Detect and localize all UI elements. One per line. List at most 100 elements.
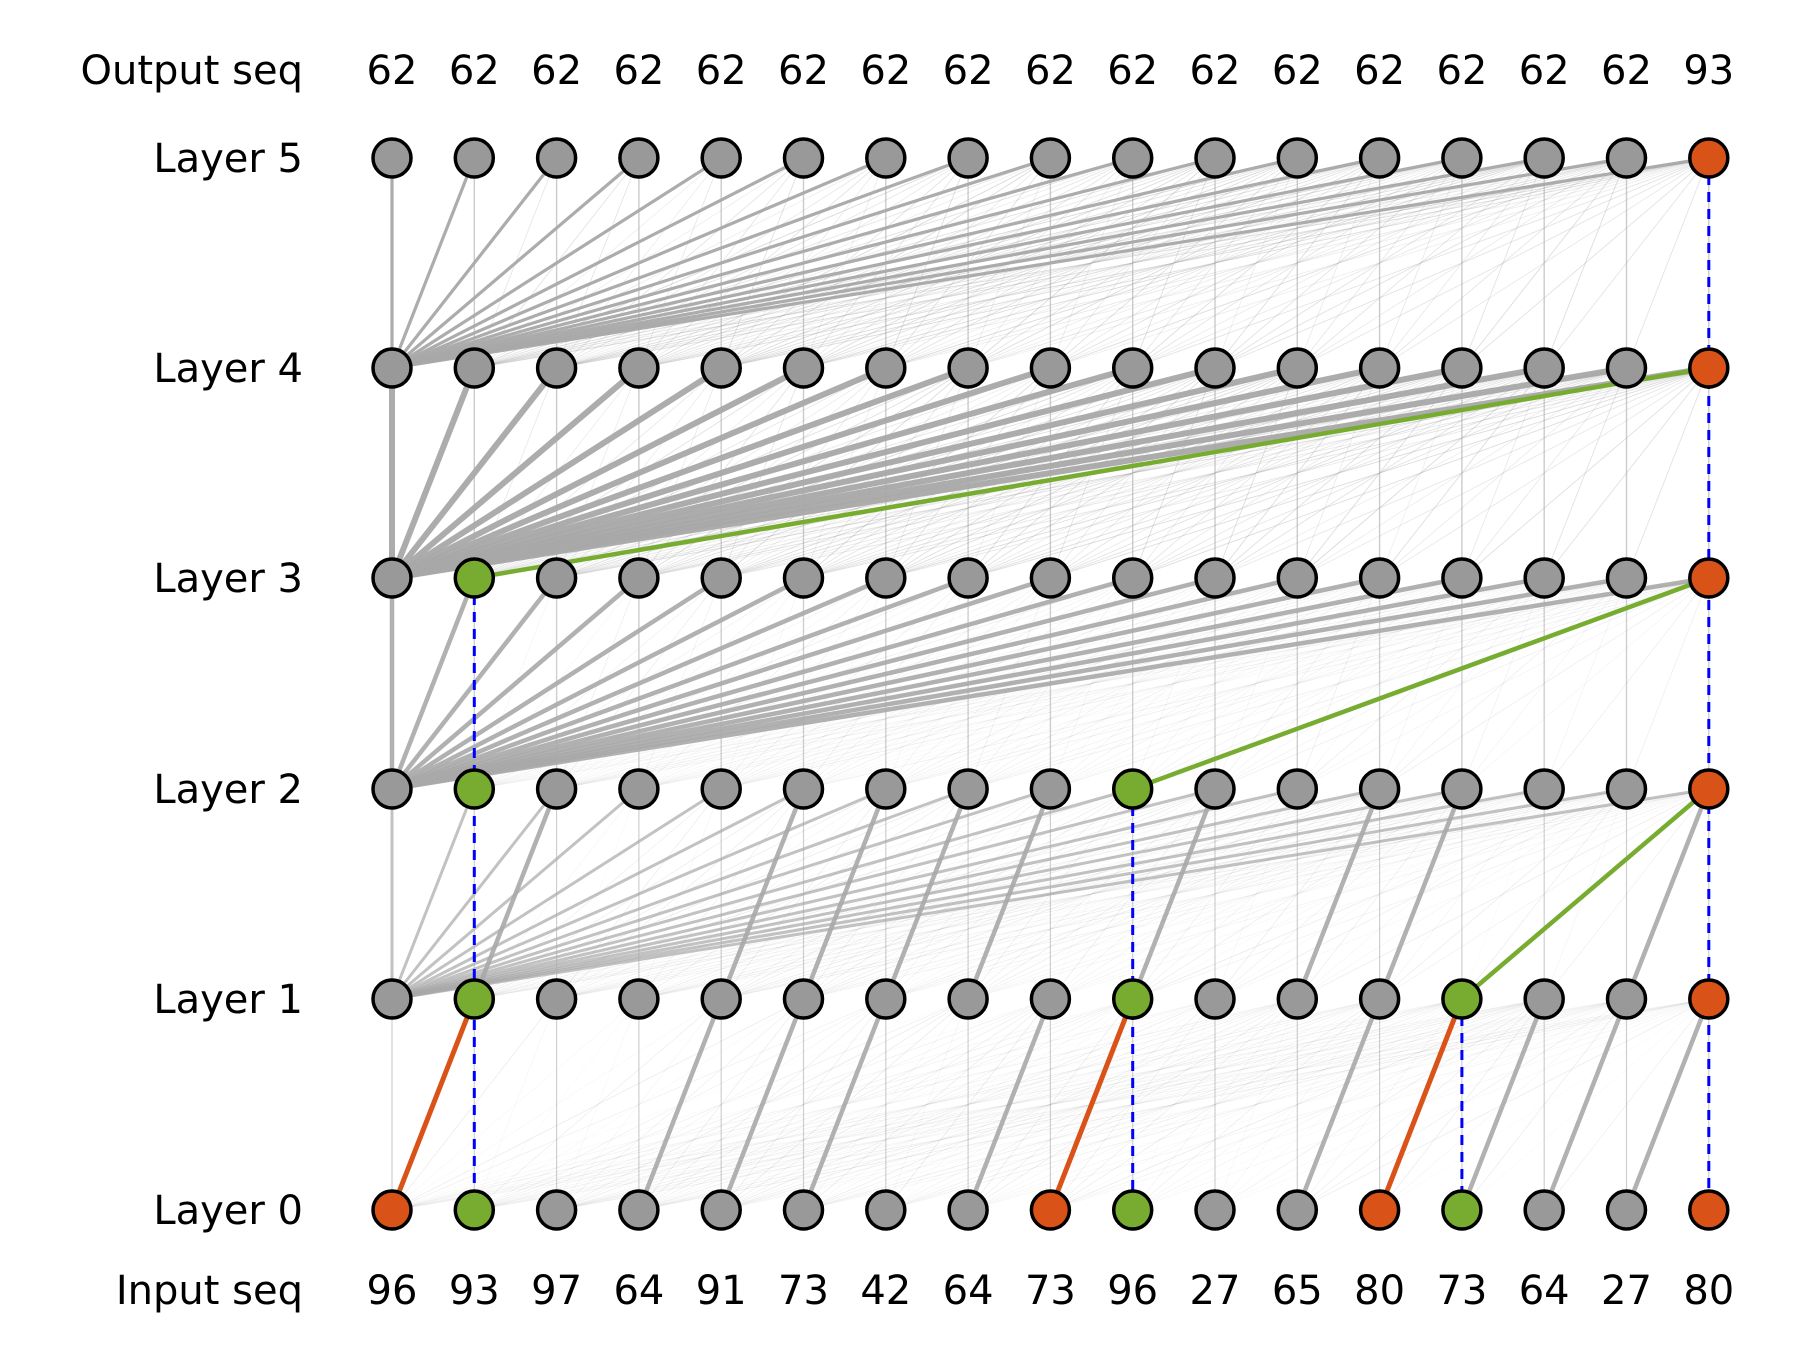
attention-edge bbox=[885, 998, 969, 1211]
attention-edge bbox=[1214, 998, 1380, 1211]
attention-edge bbox=[1132, 788, 1545, 1000]
attention-edge bbox=[885, 577, 1298, 790]
node-layer3-pos7 bbox=[947, 557, 989, 599]
attention-edge bbox=[1050, 367, 1627, 579]
attention-edge bbox=[638, 157, 1627, 369]
green-attention-edge bbox=[473, 365, 1710, 581]
attention-edge bbox=[391, 787, 1463, 1001]
attention-edge bbox=[638, 577, 1627, 790]
output-token-8: 62 bbox=[1025, 48, 1076, 94]
attention-edge bbox=[556, 998, 1545, 1211]
node-layer5-pos9 bbox=[1111, 137, 1154, 179]
attention-edge bbox=[1461, 788, 1627, 1000]
node-layer2-pos11 bbox=[1276, 768, 1319, 810]
attention-edge bbox=[636, 998, 724, 1211]
attention-edge bbox=[474, 998, 722, 1211]
node-layer0-pos6 bbox=[865, 1189, 907, 1231]
attention-edge bbox=[967, 577, 1216, 790]
attention-edge bbox=[391, 787, 1298, 1001]
input-token-16: 80 bbox=[1683, 1268, 1734, 1314]
attention-edge bbox=[885, 157, 1380, 369]
output-seq-tokens: 62 62 62 62 62 62 62 62 62 62 62 62 62 62 62 62 93 bbox=[367, 48, 1735, 94]
node-layer1-pos6 bbox=[865, 978, 907, 1020]
attention-edge bbox=[1626, 157, 1710, 369]
node-layer4-pos3 bbox=[618, 347, 660, 389]
attention-edge bbox=[474, 998, 1216, 1211]
attention-edge bbox=[391, 156, 1380, 370]
orange-attention-edge bbox=[389, 998, 477, 1211]
attention-edge bbox=[391, 787, 640, 1001]
node-layer0-pos14 bbox=[1523, 1189, 1565, 1231]
attention-edge bbox=[391, 156, 1051, 370]
attention-edge bbox=[1132, 157, 1627, 369]
attention-edge bbox=[474, 788, 1709, 1000]
node-layer0-pos2 bbox=[535, 1189, 578, 1231]
attention-edge bbox=[389, 366, 478, 580]
node-layer3-pos1 bbox=[453, 557, 496, 599]
attention-edge bbox=[1379, 577, 1627, 790]
attention-edge bbox=[967, 998, 1463, 1211]
attention-edge bbox=[1132, 157, 1545, 369]
attention-edge bbox=[720, 998, 887, 1211]
attention-edge bbox=[1132, 367, 1627, 579]
attention-edge bbox=[967, 788, 1380, 1000]
attention-edge bbox=[474, 998, 1462, 1211]
node-layer2-pos2 bbox=[535, 768, 578, 810]
node-layer3-pos15 bbox=[1605, 557, 1648, 599]
attention-edge bbox=[1132, 157, 1216, 369]
node-layer2-pos14 bbox=[1523, 768, 1565, 810]
attention-edge bbox=[638, 577, 1545, 790]
attention-edge bbox=[1050, 577, 1709, 790]
attention-edge bbox=[391, 156, 805, 370]
node-layer4-pos16 bbox=[1688, 347, 1730, 389]
attention-edge bbox=[885, 157, 1627, 369]
attention-edge bbox=[967, 367, 1709, 579]
attention-edge bbox=[1379, 577, 1545, 790]
attention-edge bbox=[638, 788, 1545, 1000]
node-layer4-pos6 bbox=[865, 347, 907, 389]
attention-edge bbox=[1379, 157, 1710, 369]
node-layer0-pos10 bbox=[1194, 1189, 1236, 1231]
attention-edge bbox=[967, 998, 1627, 1211]
layer-3-label: Layer 3 bbox=[153, 556, 303, 602]
input-token-15: 27 bbox=[1601, 1268, 1652, 1314]
attention-edge bbox=[967, 367, 1627, 579]
attention-edge bbox=[803, 998, 1709, 1211]
attention-edge bbox=[1297, 157, 1545, 369]
attention-edge bbox=[1626, 367, 1710, 579]
attention-edge bbox=[391, 998, 1709, 1211]
attention-edge bbox=[391, 787, 1627, 1001]
attention-edge bbox=[721, 998, 1133, 1211]
attention-edge bbox=[1214, 157, 1627, 369]
node-layer3-pos0 bbox=[371, 557, 413, 599]
node-layer1-pos3 bbox=[618, 978, 660, 1020]
attention-edge bbox=[391, 575, 1298, 792]
attention-edge bbox=[721, 998, 1380, 1211]
input-token-1: 93 bbox=[449, 1268, 500, 1314]
attention-edge bbox=[1214, 367, 1709, 579]
node-layer0-pos0 bbox=[371, 1189, 413, 1231]
node-layer2-pos0 bbox=[371, 768, 413, 810]
attention-edge bbox=[390, 576, 723, 791]
attention-edge bbox=[1379, 367, 1710, 579]
attention-edge bbox=[1132, 367, 1709, 579]
attention-edge bbox=[885, 577, 1380, 790]
input-token-12: 80 bbox=[1354, 1268, 1405, 1314]
node-layer4-pos4 bbox=[700, 347, 742, 389]
node-layer1-pos0 bbox=[371, 978, 413, 1020]
attention-edge bbox=[1214, 367, 1627, 579]
attention-edge bbox=[390, 157, 558, 369]
attention-edge bbox=[638, 998, 1462, 1211]
attention-edge bbox=[1296, 157, 1463, 369]
attention-edge bbox=[1050, 788, 1298, 1000]
node-layer5-pos14 bbox=[1523, 137, 1565, 179]
attention-edge bbox=[556, 998, 640, 1211]
attention-edge bbox=[1297, 577, 1627, 790]
attention-edge bbox=[391, 156, 1545, 370]
attention-edge bbox=[803, 998, 1545, 1211]
node-layer4-pos15 bbox=[1605, 347, 1648, 389]
attention-edge bbox=[391, 156, 1298, 370]
attention-edge bbox=[474, 577, 1709, 790]
node-layer0-pos13 bbox=[1441, 1189, 1483, 1231]
attention-edge bbox=[474, 998, 1051, 1211]
